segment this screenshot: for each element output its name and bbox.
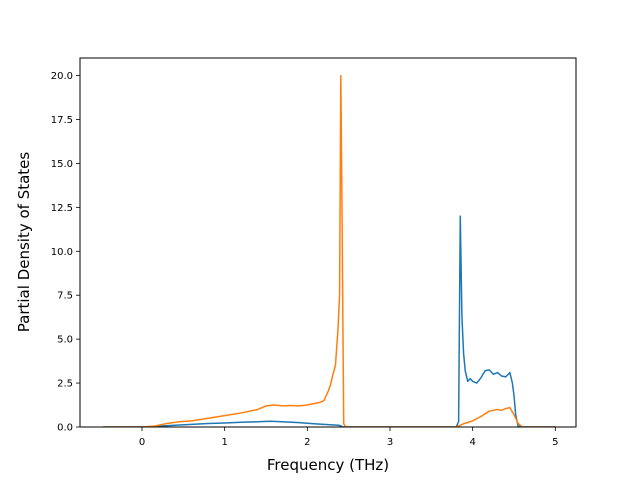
y-tick-label: 2.5 <box>57 379 73 390</box>
x-tick-label: 2 <box>304 437 310 448</box>
series-layer <box>103 74 556 427</box>
y-tick-label: 12.5 <box>51 203 73 214</box>
series-line-1 <box>103 215 556 427</box>
x-tick-label: 1 <box>221 437 227 448</box>
series-line-2 <box>103 74 556 427</box>
y-tick-label: 20.0 <box>51 71 73 82</box>
y-tick-label: 0.0 <box>57 423 73 434</box>
x-tick-label: 4 <box>469 437 475 448</box>
y-axis-label: Partial Density of States <box>15 152 33 333</box>
y-tick-label: 10.0 <box>51 247 73 258</box>
x-axis-label: Frequency (THz) <box>267 456 389 474</box>
x-axis-ticks: 0 1 2 3 4 5 <box>139 427 559 448</box>
plot-frame <box>79 57 577 428</box>
x-tick-label: 5 <box>552 437 558 448</box>
y-axis-ticks: 0.0 2.5 5.0 7.5 10.0 12.5 15.0 17.5 20.0 <box>51 71 80 434</box>
y-tick-label: 5.0 <box>57 335 73 346</box>
y-tick-label: 15.0 <box>51 159 73 170</box>
x-tick-label: 0 <box>139 437 145 448</box>
x-tick-label: 3 <box>387 437 393 448</box>
y-tick-label: 7.5 <box>57 291 73 302</box>
y-tick-label: 17.5 <box>51 115 73 126</box>
